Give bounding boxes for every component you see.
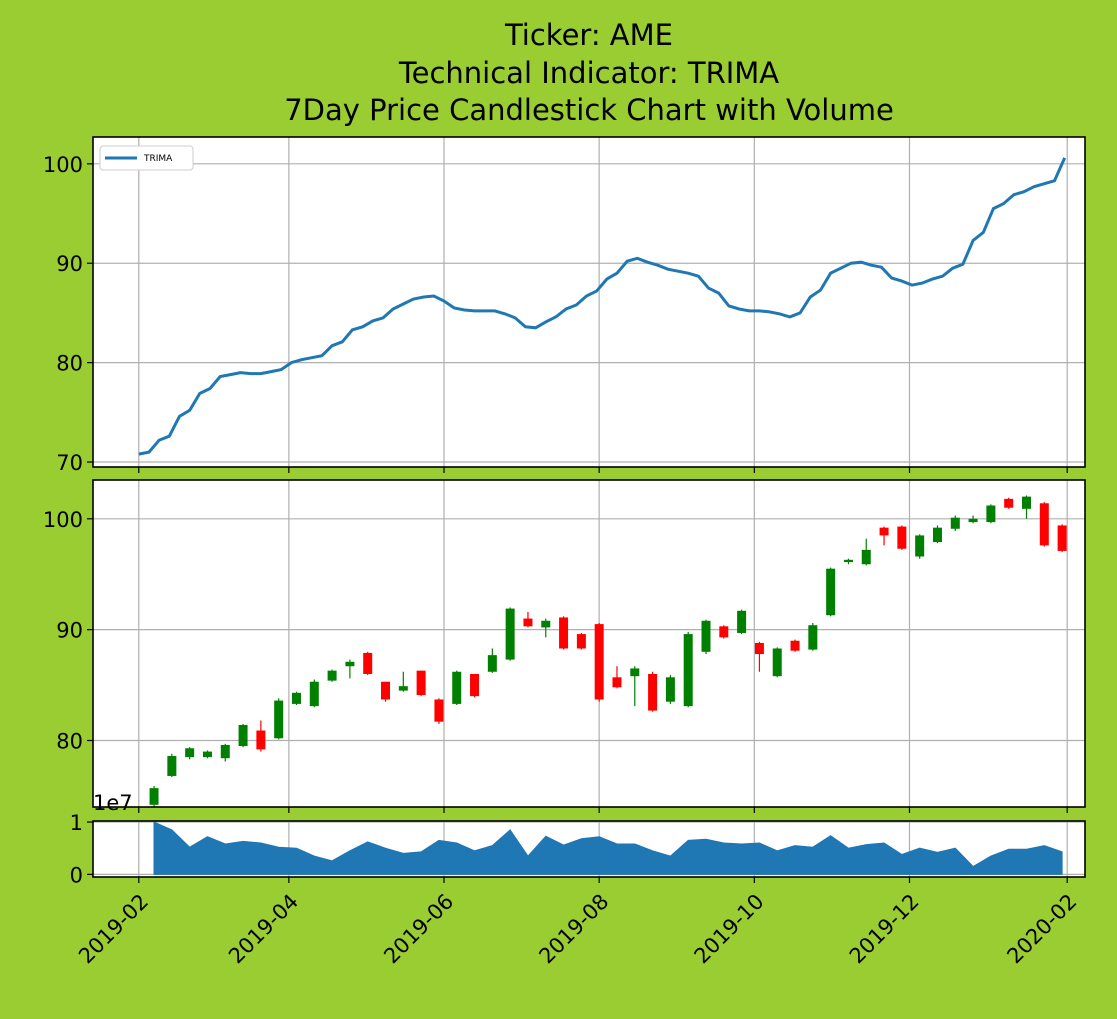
- candle-body: [434, 699, 444, 722]
- candle-body: [630, 668, 640, 677]
- candle-body: [950, 517, 960, 529]
- indicator-frame: [92, 136, 1086, 468]
- indicator-y-tick-label: 90: [56, 252, 83, 276]
- candle-body: [487, 655, 497, 672]
- candle-body: [452, 671, 462, 704]
- candle-body: [576, 634, 586, 649]
- candle-body: [808, 625, 818, 650]
- indicator-y-tick-label: 80: [56, 352, 83, 376]
- candle-body: [915, 535, 925, 557]
- volume-frame: [92, 820, 1086, 878]
- indicator-y-tick-label: 70: [56, 451, 83, 475]
- candle-body: [238, 724, 248, 747]
- chart-title-line-3: 7Day Price Candlestick Chart with Volume: [284, 93, 894, 127]
- trima-line: [138, 157, 1067, 456]
- price-y-tick-label: 100: [43, 508, 83, 532]
- candle-body: [523, 618, 533, 627]
- candle-body: [1004, 498, 1014, 508]
- candle-body: [754, 642, 764, 655]
- candle-body: [897, 526, 907, 549]
- candle-body: [167, 756, 177, 776]
- candle-body: [737, 610, 747, 633]
- candle-body: [843, 559, 853, 563]
- candle-body: [185, 748, 195, 758]
- volume-panel: 01: [70, 811, 1086, 887]
- candle-body: [648, 673, 658, 711]
- chart-title-line-1: Ticker: AME: [504, 18, 673, 52]
- candle-body: [719, 626, 729, 638]
- legend-box: [99, 145, 194, 171]
- candle-body: [345, 661, 355, 667]
- candle-body: [1021, 496, 1031, 509]
- indicator-panel: 70 80 90 100 TRIMA: [43, 136, 1086, 475]
- candle-body: [612, 677, 622, 688]
- candle-body: [541, 620, 551, 628]
- candle-body: [968, 518, 978, 523]
- candle-body: [559, 617, 569, 649]
- price-y-tick-label: 80: [56, 729, 83, 753]
- candle-body: [398, 686, 408, 691]
- candle-body: [861, 549, 871, 565]
- candle-body: [309, 681, 319, 707]
- volume-scale-label: 1e7: [93, 791, 133, 815]
- legend-label-trima: TRIMA: [143, 154, 173, 164]
- candle-body: [202, 751, 212, 758]
- volume-y-tick-label: 1: [70, 811, 83, 835]
- candle-body: [772, 648, 782, 677]
- candle-body: [665, 677, 675, 702]
- volume-area: [153, 821, 1063, 875]
- candle-body: [879, 527, 889, 536]
- candle-body: [274, 700, 284, 739]
- candle-body: [790, 640, 800, 651]
- candle-body: [1039, 503, 1049, 546]
- candle-body: [363, 652, 373, 674]
- candle-body: [594, 624, 604, 700]
- price-y-tick-label: 90: [56, 619, 83, 643]
- candle-body: [505, 608, 515, 660]
- indicator-plot-area: [93, 137, 1085, 467]
- candle-body: [826, 568, 836, 616]
- indicator-y-tick-label: 100: [43, 153, 83, 177]
- candle-body: [1057, 525, 1067, 551]
- chart-title-line-2: Technical Indicator: TRIMA: [398, 56, 779, 90]
- candle-body: [149, 788, 159, 805]
- volume-y-tick-label: 0: [70, 863, 83, 887]
- candle-body: [470, 673, 480, 697]
- candle-body: [381, 681, 391, 700]
- price-panel: 80 90 100: [43, 479, 1086, 813]
- candle-body: [291, 692, 301, 704]
- candle-body: [256, 730, 266, 750]
- candle-body: [932, 527, 942, 543]
- candle-body: [220, 744, 230, 759]
- candle-body: [327, 670, 337, 681]
- candle-body: [683, 634, 693, 707]
- candle-body: [986, 505, 996, 523]
- candle-body: [701, 620, 711, 652]
- candle-body: [416, 670, 426, 696]
- price-frame: [92, 479, 1086, 808]
